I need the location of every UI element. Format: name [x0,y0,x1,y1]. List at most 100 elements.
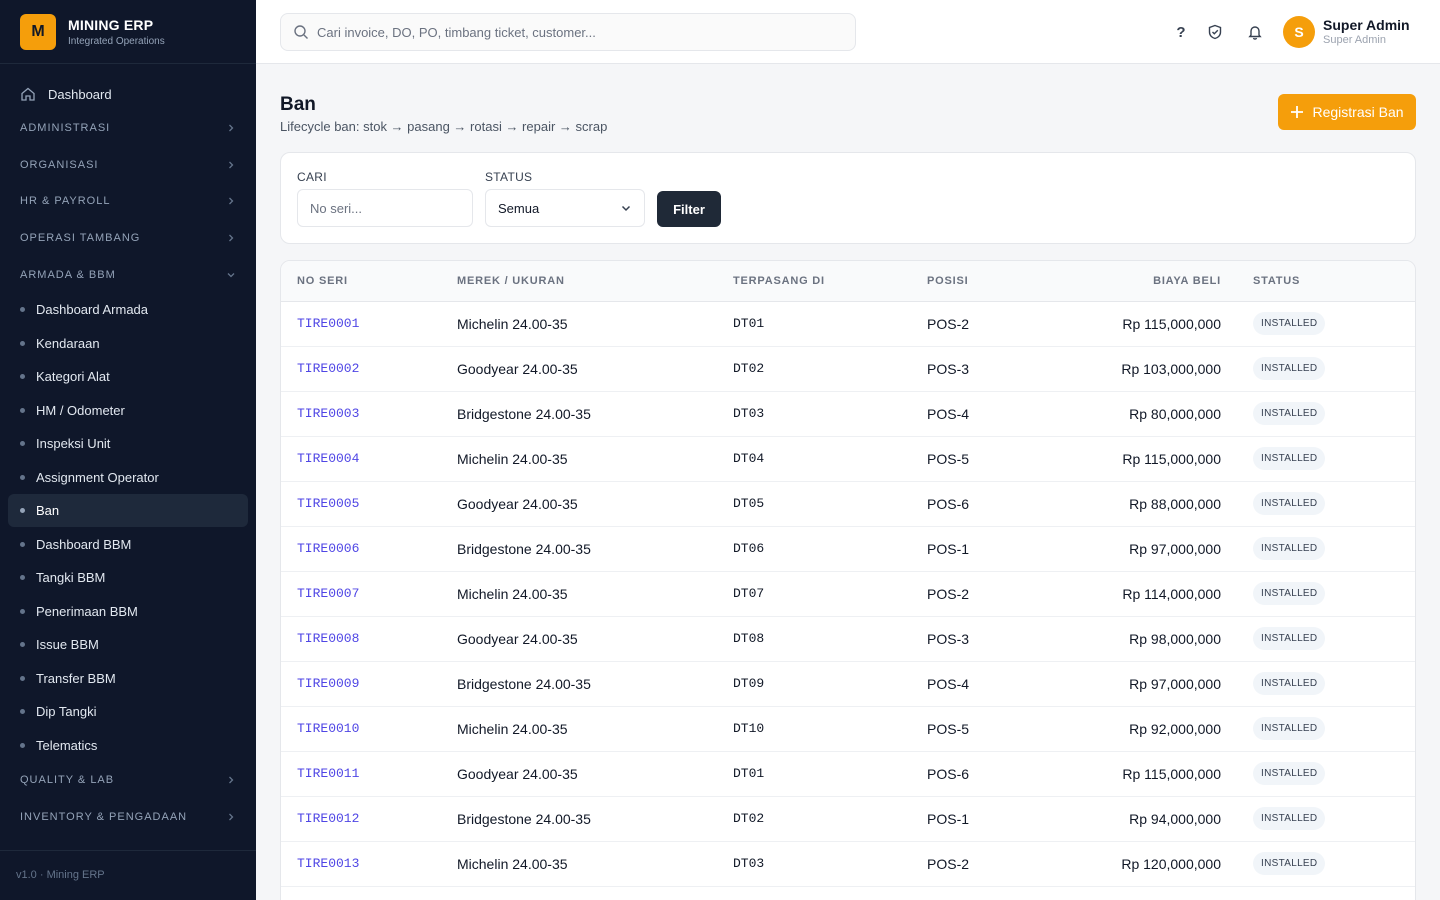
col-posisi[interactable]: POSISI [927,261,1047,302]
sidebar-section-inventory-pengadaan[interactable]: INVENTORY & PENGADAAN [0,799,256,836]
sidebar-item-hm-odometer[interactable]: HM / Odometer [8,393,248,427]
cell-posisi: POS-2 [927,585,970,602]
table-row[interactable]: TIRE0008 Goodyear 24.00-35 DT08 POS-3 Rp 98,… [281,616,1415,661]
cell-no-seri[interactable]: TIRE0003 [297,406,360,421]
sidebar-section-operasi-tambang[interactable]: OPERASI TAMBANG [0,220,256,257]
brand[interactable]: M MINING ERP Integrated Operations [0,0,256,64]
table-row[interactable]: TIRE0010 Michelin 24.00-35 DT10 POS-5 Rp 92,… [281,706,1415,751]
cell-no-seri[interactable]: TIRE0010 [297,721,360,736]
cell-status: INSTALLED [1237,796,1415,841]
cell-no-seri[interactable]: TIRE0002 [297,361,360,376]
cell-status: INSTALLED [1237,346,1415,391]
sidebar-item-penerimaan-bbm[interactable]: Penerimaan BBM [8,594,248,628]
cell-terpasang-di: DT08 [733,631,765,646]
col-merek-ukuran[interactable]: MEREK / UKURAN [457,261,733,302]
user-menu[interactable]: Super Admin Super Admin [1323,17,1410,46]
sidebar-item-dip-tangki[interactable]: Dip Tangki [8,695,248,729]
cell-terpasang-di: DT02 [733,811,765,826]
shield-check-icon[interactable] [1205,22,1225,42]
sidebar-item-label: Dashboard [48,86,112,102]
status-badge: INSTALLED [1253,537,1326,560]
cell-merek-ukuran: Michelin 24.00-35 [457,720,568,737]
col-biaya-beli[interactable]: BIAYA BELI [1047,261,1237,302]
bell-icon[interactable] [1245,22,1265,42]
sidebar-section-armada-bbm[interactable]: ARMADA & BBM [0,256,256,293]
sidebar-item-tangki-bbm[interactable]: Tangki BBM [8,561,248,595]
table-row[interactable]: TIRE0013 Michelin 24.00-35 DT03 POS-2 Rp 120… [281,841,1415,886]
table-row[interactable]: TIRE0004 Michelin 24.00-35 DT04 POS-5 Rp 115… [281,436,1415,481]
col-status[interactable]: STATUS [1237,261,1415,302]
cell-no-seri[interactable]: TIRE0005 [297,496,360,511]
sidebar-section-organisasi[interactable]: ORGANISASI [0,147,256,184]
table-row[interactable]: TIRE0002 Goodyear 24.00-35 DT02 POS-3 Rp 103… [281,346,1415,391]
table-row[interactable]: TIRE0007 Michelin 24.00-35 DT07 POS-2 Rp 114… [281,571,1415,616]
sidebar-item-ban[interactable]: Ban [8,493,248,528]
sidebar-item-dashboard-armada[interactable]: Dashboard Armada [8,293,248,327]
cell-terpasang-di: DT04 [733,451,765,466]
sidebar-item-assignment-operator[interactable]: Assignment Operator [8,460,248,494]
cell-biaya-beli: Rp 97,000,000 [1129,675,1221,692]
cell-biaya-beli: Rp 92,000,000 [1129,720,1221,737]
cell-terpasang-di: DT05 [733,496,765,511]
global-search[interactable] [280,13,856,51]
sidebar: M MINING ERP Integrated Operations Dashb… [0,0,256,900]
cell-no-seri[interactable]: TIRE0004 [297,451,360,466]
cell-no-seri[interactable]: TIRE0001 [297,316,360,331]
col-terpasang-di[interactable]: TERPASANG DI [733,261,927,302]
table-row[interactable]: TIRE0003 Bridgestone 24.00-35 DT03 POS-4 Rp … [281,391,1415,436]
registrasi-ban-button[interactable]: Registrasi Ban [1278,94,1416,130]
brand-logo: M [20,13,56,50]
cell-status: INSTALLED [1237,526,1415,571]
table-row[interactable]: TIRE0006 Bridgestone 24.00-35 DT06 POS-1 Rp … [281,526,1415,571]
cell-biaya-beli: Rp 97,000,000 [1129,540,1221,557]
serial-search-input[interactable] [297,189,473,227]
user-avatar[interactable]: S [1283,16,1315,48]
cell-terpasang-di: DT01 [733,316,765,331]
cell-merek-ukuran: Goodyear 24.00-35 [457,360,578,377]
cell-no-seri[interactable]: TIRE0009 [297,676,360,691]
bullet-icon [20,441,25,447]
status-badge: INSTALLED [1253,852,1326,875]
sidebar-item-transfer-bbm[interactable]: Transfer BBM [8,661,248,695]
sidebar-section-administrasi[interactable]: ADMINISTRASI [0,110,256,147]
status-badge: INSTALLED [1253,762,1326,785]
help-icon[interactable]: ? [1176,23,1186,41]
cell-no-seri[interactable]: TIRE0008 [297,631,360,646]
cell-posisi: POS-5 [927,720,970,737]
filter-button[interactable]: Filter [657,191,721,227]
sidebar-item-dashboard-bbm[interactable]: Dashboard BBM [8,527,248,561]
chevron-right-icon [229,198,234,205]
table-row[interactable]: TIRE0001 Michelin 24.00-35 DT01 POS-2 Rp 115… [281,301,1415,346]
sidebar-item-inspeksi-unit[interactable]: Inspeksi Unit [8,427,248,461]
cell-terpasang-di: DT01 [733,766,765,781]
status-select[interactable]: Semua [485,189,645,227]
table-row[interactable]: TIRE0009 Bridgestone 24.00-35 DT09 POS-4 Rp … [281,661,1415,706]
status-badge: INSTALLED [1253,402,1326,425]
table-row[interactable]: TIRE0011 Goodyear 24.00-35 DT01 POS-6 Rp 115… [281,751,1415,796]
cell-no-seri[interactable]: TIRE0013 [297,856,360,871]
sidebar-item-issue-bbm[interactable]: Issue BBM [8,628,248,662]
sidebar-section-quality-lab[interactable]: QUALITY & LAB [0,762,256,799]
cell-terpasang-di: DT06 [733,541,765,556]
cell-merek-ukuran: Michelin 24.00-35 [457,450,568,467]
bullet-icon [20,474,25,480]
cell-no-seri[interactable]: TIRE0012 [297,811,360,826]
cell-no-seri[interactable]: TIRE0011 [297,766,360,781]
cell-merek-ukuran: Goodyear 24.00-35 [457,630,578,647]
status-badge: INSTALLED [1253,582,1326,605]
cell-no-seri[interactable]: TIRE0006 [297,541,360,556]
sidebar-section-label: HR & PAYROLL [20,195,111,208]
sidebar-item-dashboard[interactable]: Dashboard [0,78,256,110]
table-row[interactable]: TIRE0005 Goodyear 24.00-35 DT05 POS-6 Rp 88,… [281,481,1415,526]
cell-biaya-beli: Rp 115,000,000 [1122,315,1221,332]
sidebar-section-label: ARMADA & BBM [20,268,116,281]
cell-no-seri[interactable]: TIRE0007 [297,586,360,601]
table-row[interactable]: TIRE0012 Bridgestone 24.00-35 DT02 POS-1 Rp … [281,796,1415,841]
bullet-icon [20,508,25,514]
sidebar-item-kategori-alat[interactable]: Kategori Alat [8,360,248,394]
global-search-input[interactable] [317,24,837,40]
sidebar-section-hr-payroll[interactable]: HR & PAYROLL [0,183,256,220]
col-no-seri[interactable]: NO SERI [281,261,457,302]
sidebar-item-kendaraan[interactable]: Kendaraan [8,326,248,360]
sidebar-item-telematics[interactable]: Telematics [8,728,248,762]
